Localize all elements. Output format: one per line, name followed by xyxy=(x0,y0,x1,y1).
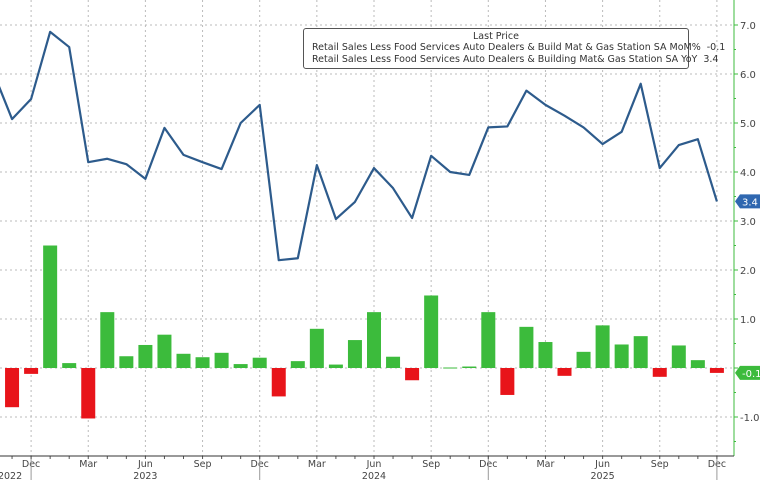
x-tick-label: Sep xyxy=(422,459,440,470)
x-tick-label: Sep xyxy=(651,459,669,470)
year-label: 2025 xyxy=(591,471,615,480)
year-label: 2023 xyxy=(133,471,157,480)
x-tick-label: Sep xyxy=(194,459,212,470)
bar-mom xyxy=(500,368,515,395)
bar-mom xyxy=(386,356,401,368)
bar-mom xyxy=(709,368,724,373)
bar-mom xyxy=(271,368,286,397)
bar-mom xyxy=(100,312,115,368)
bar-mom xyxy=(233,364,248,368)
y-tick-label: 1.0 xyxy=(740,315,756,326)
bar-mom xyxy=(576,351,591,368)
line-yoy xyxy=(0,30,718,262)
bar-mom xyxy=(347,340,362,368)
bar-mom xyxy=(652,368,667,377)
bar-mom xyxy=(138,344,153,368)
x-tick-label: Jun xyxy=(366,459,382,470)
bar-mom xyxy=(43,245,58,368)
bar-mom xyxy=(690,360,705,368)
bar-mom xyxy=(557,368,572,376)
x-tick-label: Mar xyxy=(308,459,326,470)
x-tick-label: Jun xyxy=(594,459,610,470)
bar-mom xyxy=(81,368,96,419)
bar-mom xyxy=(519,326,534,368)
bar-mom xyxy=(633,336,648,368)
legend: Last Price Retail Sales Less Food Servic… xyxy=(303,28,725,69)
y-tick-label: 7.0 xyxy=(740,21,756,32)
bar-mom xyxy=(538,342,553,368)
bar-mom xyxy=(367,312,381,368)
bar-mom xyxy=(443,367,458,369)
legend-title: Last Price xyxy=(473,31,519,42)
last-value-yoy-badge-label: 3.4 xyxy=(742,197,758,208)
y-tick-label: 3.0 xyxy=(740,217,756,228)
legend-label-yoy: Retail Sales Less Food Services Auto Dea… xyxy=(312,54,698,65)
bar-mom xyxy=(405,368,420,381)
bar-mom xyxy=(671,345,686,368)
x-tick-label: Jun xyxy=(137,459,153,470)
bar-mom xyxy=(424,295,439,368)
x-tick-label: Mar xyxy=(79,459,97,470)
y-tick-label: 5.0 xyxy=(740,119,756,130)
y-tick-label: 6.0 xyxy=(740,70,756,81)
last-value-yoy-badge xyxy=(735,194,760,209)
bar-mom xyxy=(481,312,496,368)
bar-mom xyxy=(614,344,629,368)
legend-label-mom: Retail Sales Less Food Services Auto Dea… xyxy=(312,42,701,53)
bar-mom xyxy=(595,325,610,368)
legend-value-yoy: 3.4 xyxy=(703,54,719,65)
bar-mom xyxy=(252,357,267,368)
bar-mom xyxy=(462,366,477,368)
legend-item-mom: Retail Sales Less Food Services Auto Dea… xyxy=(304,42,725,54)
bar-mom xyxy=(157,334,172,368)
legend-value-mom: -0.1 xyxy=(706,42,726,53)
y-tick-label: 2.0 xyxy=(740,266,756,277)
bar-mom xyxy=(309,328,324,368)
bar-mom xyxy=(62,363,77,368)
year-label: 2022 xyxy=(0,471,22,480)
bar-mom xyxy=(214,352,229,368)
bar-mom xyxy=(176,353,191,368)
bar-mom xyxy=(290,361,305,368)
year-label: 2024 xyxy=(362,471,386,480)
bar-mom xyxy=(5,368,20,408)
bar-mom xyxy=(195,357,210,368)
last-value-mom-badge-label: -0.1 xyxy=(742,369,760,380)
y-tick-label: 4.0 xyxy=(740,168,756,179)
y-tick-label: -1.0 xyxy=(740,413,760,424)
bar-mom xyxy=(24,368,39,374)
bar-mom xyxy=(119,356,134,368)
legend-item-yoy: Retail Sales Less Food Services Auto Dea… xyxy=(304,54,718,66)
x-tick-label: Mar xyxy=(536,459,554,470)
bar-mom xyxy=(328,364,343,368)
last-value-mom-badge xyxy=(735,365,760,380)
